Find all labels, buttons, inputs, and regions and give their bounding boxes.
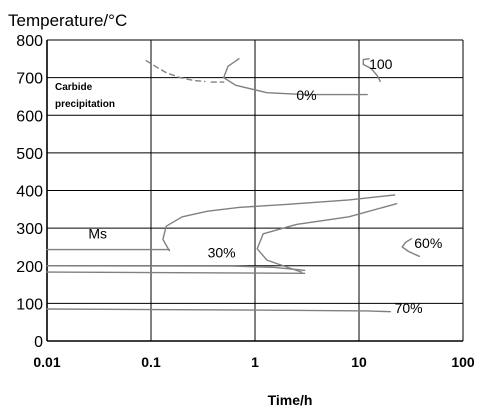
- y-axis-title: Temperature/°C: [8, 11, 127, 30]
- curve-labels: 0% 100 30% Ms 60% 70%: [88, 56, 442, 316]
- series-line: [362, 58, 381, 83]
- annotation-carbide: Carbide: [55, 82, 93, 93]
- y-tick-label: 100: [16, 296, 43, 313]
- x-tick-label: 100: [451, 354, 475, 370]
- curves: [46, 58, 420, 313]
- x-axis-title: Time/h: [268, 392, 313, 408]
- series-line: [46, 308, 391, 313]
- y-tick-label: 0: [34, 334, 43, 351]
- x-tick-label: 0.01: [33, 354, 60, 370]
- series-line: [162, 194, 396, 252]
- y-tick-label: 300: [16, 221, 43, 238]
- y-tick-labels: 0 100 200 300 400 500 600 700 800: [16, 33, 43, 351]
- y-tick-label: 700: [16, 71, 43, 88]
- series-line: [256, 203, 398, 273]
- y-tick-label: 600: [16, 108, 43, 125]
- x-tick-label: 1: [251, 354, 259, 370]
- series-label: Ms: [88, 226, 107, 242]
- y-tick-label: 500: [16, 146, 43, 163]
- y-tick-label: 800: [16, 33, 43, 50]
- series-label: 70%: [395, 300, 423, 316]
- series-line: [223, 58, 368, 96]
- series-label: 0%: [296, 87, 316, 103]
- series-line: [46, 271, 306, 274]
- series-label: 100: [369, 56, 393, 72]
- y-tick-label: 400: [16, 184, 43, 201]
- x-tick-labels: 0.01 0.1 1 10 100: [33, 354, 475, 370]
- grid: [46, 39, 464, 342]
- series-line: [145, 60, 206, 83]
- x-tick-label: 10: [351, 354, 367, 370]
- series-label: 30%: [208, 244, 236, 260]
- series-line: [46, 265, 306, 271]
- series-line: [401, 238, 420, 257]
- annotation-precipitation: precipitation: [55, 99, 115, 110]
- x-tick-label: 0.1: [141, 354, 161, 370]
- y-tick-label: 200: [16, 259, 43, 276]
- series-label: 60%: [414, 235, 442, 251]
